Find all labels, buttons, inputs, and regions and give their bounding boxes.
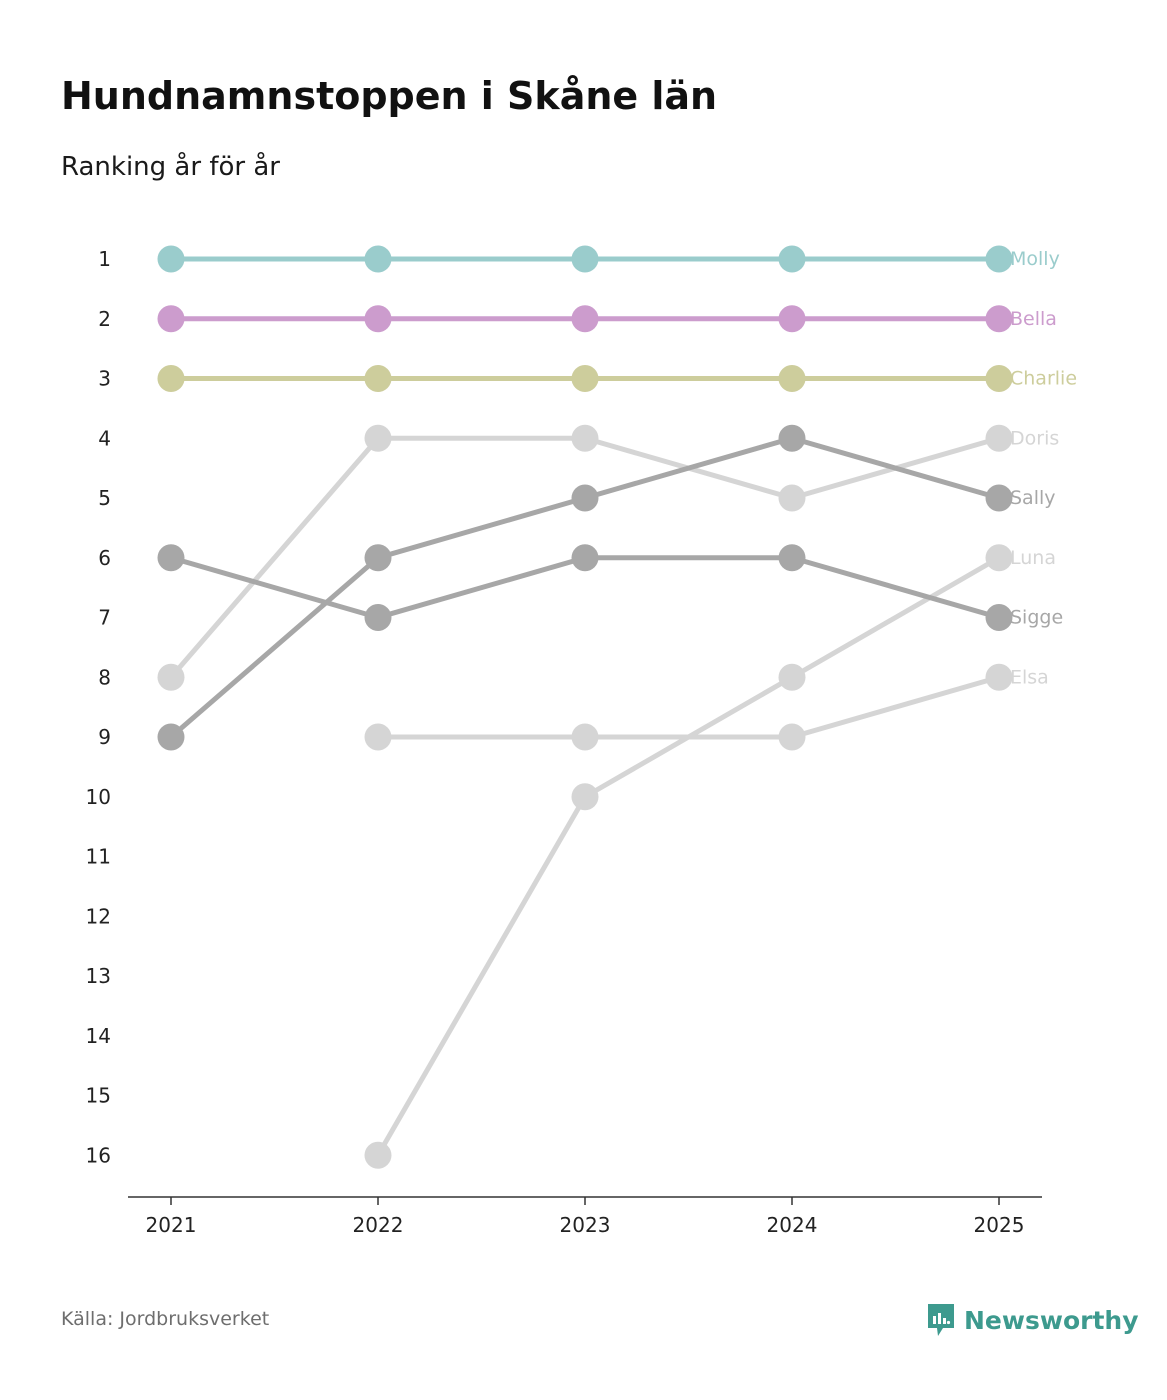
- point-molly: [778, 245, 806, 273]
- y-tick-label: 5: [98, 486, 111, 510]
- point-sally: [985, 484, 1013, 512]
- series-line-luna: [375, 555, 1002, 1158]
- point-elsa: [778, 723, 806, 751]
- series-line-elsa: [375, 674, 1002, 740]
- y-tick-label: 15: [86, 1084, 111, 1108]
- point-bella: [778, 305, 806, 333]
- point-charlie: [364, 365, 392, 392]
- x-tick-label: 2021: [146, 1213, 197, 1237]
- y-tick-label: 12: [86, 904, 111, 928]
- chart-subtitle: Ranking år för år: [61, 152, 280, 182]
- point-luna: [985, 544, 1013, 572]
- y-tick-label: 11: [86, 845, 111, 869]
- y-tick-label: 3: [98, 367, 111, 391]
- series-label-molly: Molly: [1010, 248, 1060, 270]
- point-molly: [157, 245, 185, 273]
- series-label-charlie: Charlie: [1010, 368, 1077, 390]
- point-charlie: [985, 365, 1013, 392]
- point-doris: [364, 424, 392, 452]
- y-tick-label: 6: [98, 546, 111, 570]
- brand-logo[interactable]: Newsworthy: [926, 1302, 1139, 1338]
- point-bella: [985, 305, 1013, 333]
- point-sigge: [985, 604, 1013, 631]
- point-elsa: [571, 723, 599, 751]
- point-sigge: [778, 544, 806, 572]
- series-label-bella: Bella: [1010, 308, 1057, 330]
- point-charlie: [778, 365, 806, 392]
- point-elsa: [985, 663, 1013, 691]
- y-tick-label: 10: [86, 785, 111, 809]
- x-tick-label: 2024: [767, 1213, 818, 1237]
- series-line-sally: [168, 435, 1002, 740]
- y-tick-label: 2: [98, 307, 111, 331]
- x-tick-label: 2022: [353, 1213, 404, 1237]
- series-label-doris: Doris: [1010, 427, 1059, 449]
- point-sally: [364, 544, 392, 572]
- point-sally: [571, 484, 599, 512]
- point-doris: [157, 663, 185, 691]
- point-charlie: [157, 365, 185, 392]
- series-label-elsa: Elsa: [1010, 666, 1049, 688]
- y-tick-label: 13: [86, 964, 111, 988]
- newsworthy-logo-icon: [928, 1304, 954, 1336]
- y-tick-label: 16: [86, 1143, 111, 1167]
- point-sigge: [157, 544, 185, 572]
- point-doris: [778, 484, 806, 512]
- series-label-sally: Sally: [1010, 487, 1056, 509]
- point-doris: [571, 424, 599, 452]
- x-tick-label: 2023: [560, 1213, 611, 1237]
- y-tick-label: 9: [98, 725, 111, 749]
- series-label-sigge: Sigge: [1010, 607, 1063, 629]
- source-note: Källa: Jordbruksverket: [61, 1308, 270, 1330]
- point-luna: [571, 783, 599, 811]
- point-molly: [364, 245, 392, 273]
- point-sigge: [364, 604, 392, 631]
- y-tick-label: 7: [98, 606, 111, 630]
- y-tick-label: 4: [98, 426, 111, 450]
- point-sally: [157, 723, 185, 751]
- point-luna: [364, 1141, 392, 1169]
- series-label-luna: Luna: [1010, 547, 1056, 569]
- point-sally: [778, 424, 806, 452]
- point-luna: [778, 663, 806, 691]
- point-charlie: [571, 365, 599, 392]
- point-sigge: [571, 544, 599, 572]
- point-bella: [157, 305, 185, 333]
- point-molly: [985, 245, 1013, 273]
- point-molly: [571, 245, 599, 273]
- brand-name: Newsworthy: [964, 1305, 1139, 1335]
- y-tick-label: 8: [98, 665, 111, 689]
- point-bella: [364, 305, 392, 333]
- y-tick-label: 14: [86, 1024, 111, 1048]
- point-elsa: [364, 723, 392, 751]
- chart-title: Hundnamnstoppen i Skåne län: [61, 74, 718, 118]
- point-bella: [571, 305, 599, 333]
- x-tick-label: 2025: [974, 1213, 1025, 1237]
- point-doris: [985, 424, 1013, 452]
- y-tick-label: 1: [98, 247, 111, 271]
